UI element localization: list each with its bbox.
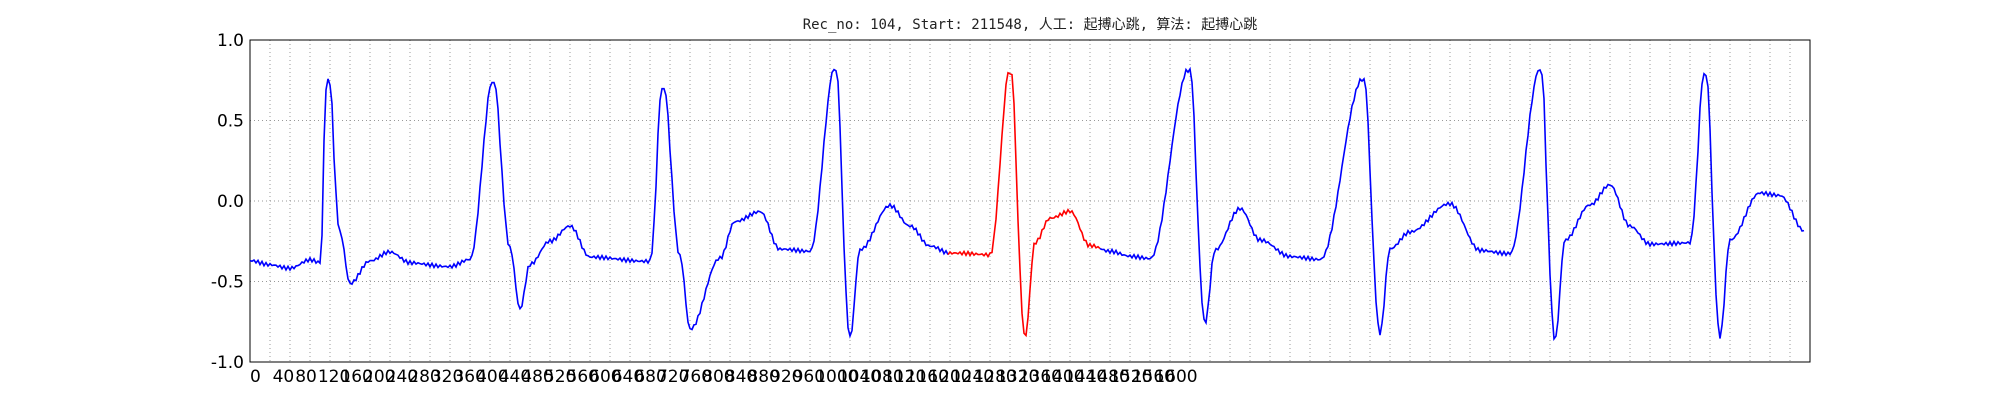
x-tick-label: 520 [544, 367, 576, 387]
ecg-highlighted-beat-line [947, 71, 1101, 338]
ecg-signal-line [249, 68, 949, 339]
x-tick-label: 1560 [1132, 367, 1175, 387]
x-tick-label: 1600 [1154, 367, 1197, 387]
x-tick-label: 960 [793, 367, 825, 387]
x-tick-label: 560 [567, 367, 599, 387]
x-tick-label: 640 [612, 367, 644, 387]
series-layer [249, 66, 1805, 342]
x-tick-label: 280 [408, 367, 440, 387]
x-tick-label: 200 [363, 367, 395, 387]
x-tick-label: 720 [657, 367, 689, 387]
x-tick-label: 400 [476, 367, 508, 387]
x-tick-label: 1320 [996, 367, 1039, 387]
x-tick-label: 160 [340, 367, 372, 387]
x-tick-labels: 0 40 80 12016020024028032036040044048052056… [250, 367, 1198, 387]
chart-title: Rec_no: 104, Start: 211548, 人工: 起搏心跳, 算法… [803, 16, 1258, 33]
x-tick-label: 680 [634, 367, 666, 387]
x-tick-label: 1240 [951, 367, 994, 387]
x-tick-label: 120 [318, 367, 350, 387]
x-tick-label: 760 [680, 367, 712, 387]
x-tick-label: 1360 [1019, 367, 1062, 387]
x-tick-label: 1120 [883, 367, 926, 387]
y-tick-label: -1.0 [211, 353, 244, 373]
y-tick-label: 0.0 [217, 192, 244, 212]
x-tick-label: 1480 [1087, 367, 1130, 387]
x-tick-label: 1160 [906, 367, 949, 387]
x-tick-label: 1040 [838, 367, 881, 387]
x-tick-label: 1200 [928, 367, 971, 387]
x-tick-label: 360 [453, 367, 485, 387]
x-tick-label: 840 [725, 367, 757, 387]
x-tick-label: 480 [521, 367, 553, 387]
x-tick-label: 1400 [1041, 367, 1084, 387]
x-tick-label: 0 [250, 367, 261, 387]
x-tick-label: 920 [770, 367, 802, 387]
ecg-signal-line [1099, 66, 1805, 342]
y-tick-label: 1.0 [217, 31, 244, 51]
x-tick-label: 40 [273, 367, 295, 387]
x-tick-label: 800 [702, 367, 734, 387]
x-tick-label: 1280 [973, 367, 1016, 387]
x-tick-label: 1000 [815, 367, 858, 387]
x-tick-label: 880 [747, 367, 779, 387]
y-tick-label: 0.5 [217, 112, 244, 132]
grid-lines [249, 39, 1811, 363]
x-tick-label: 240 [386, 367, 418, 387]
x-tick-label: 80 [295, 367, 317, 387]
x-tick-label: 600 [589, 367, 621, 387]
x-tick-label: 1440 [1064, 367, 1107, 387]
x-tick-label: 1080 [860, 367, 903, 387]
x-tick-label: 440 [499, 367, 531, 387]
plot-frame [249, 39, 1811, 363]
y-tick-labels: 1.0 0.5 0.0 -0.5 -1.0 [211, 31, 244, 373]
x-tick-label: 320 [431, 367, 463, 387]
y-tick-label: -0.5 [211, 273, 244, 293]
x-tick-label: 1520 [1109, 367, 1152, 387]
